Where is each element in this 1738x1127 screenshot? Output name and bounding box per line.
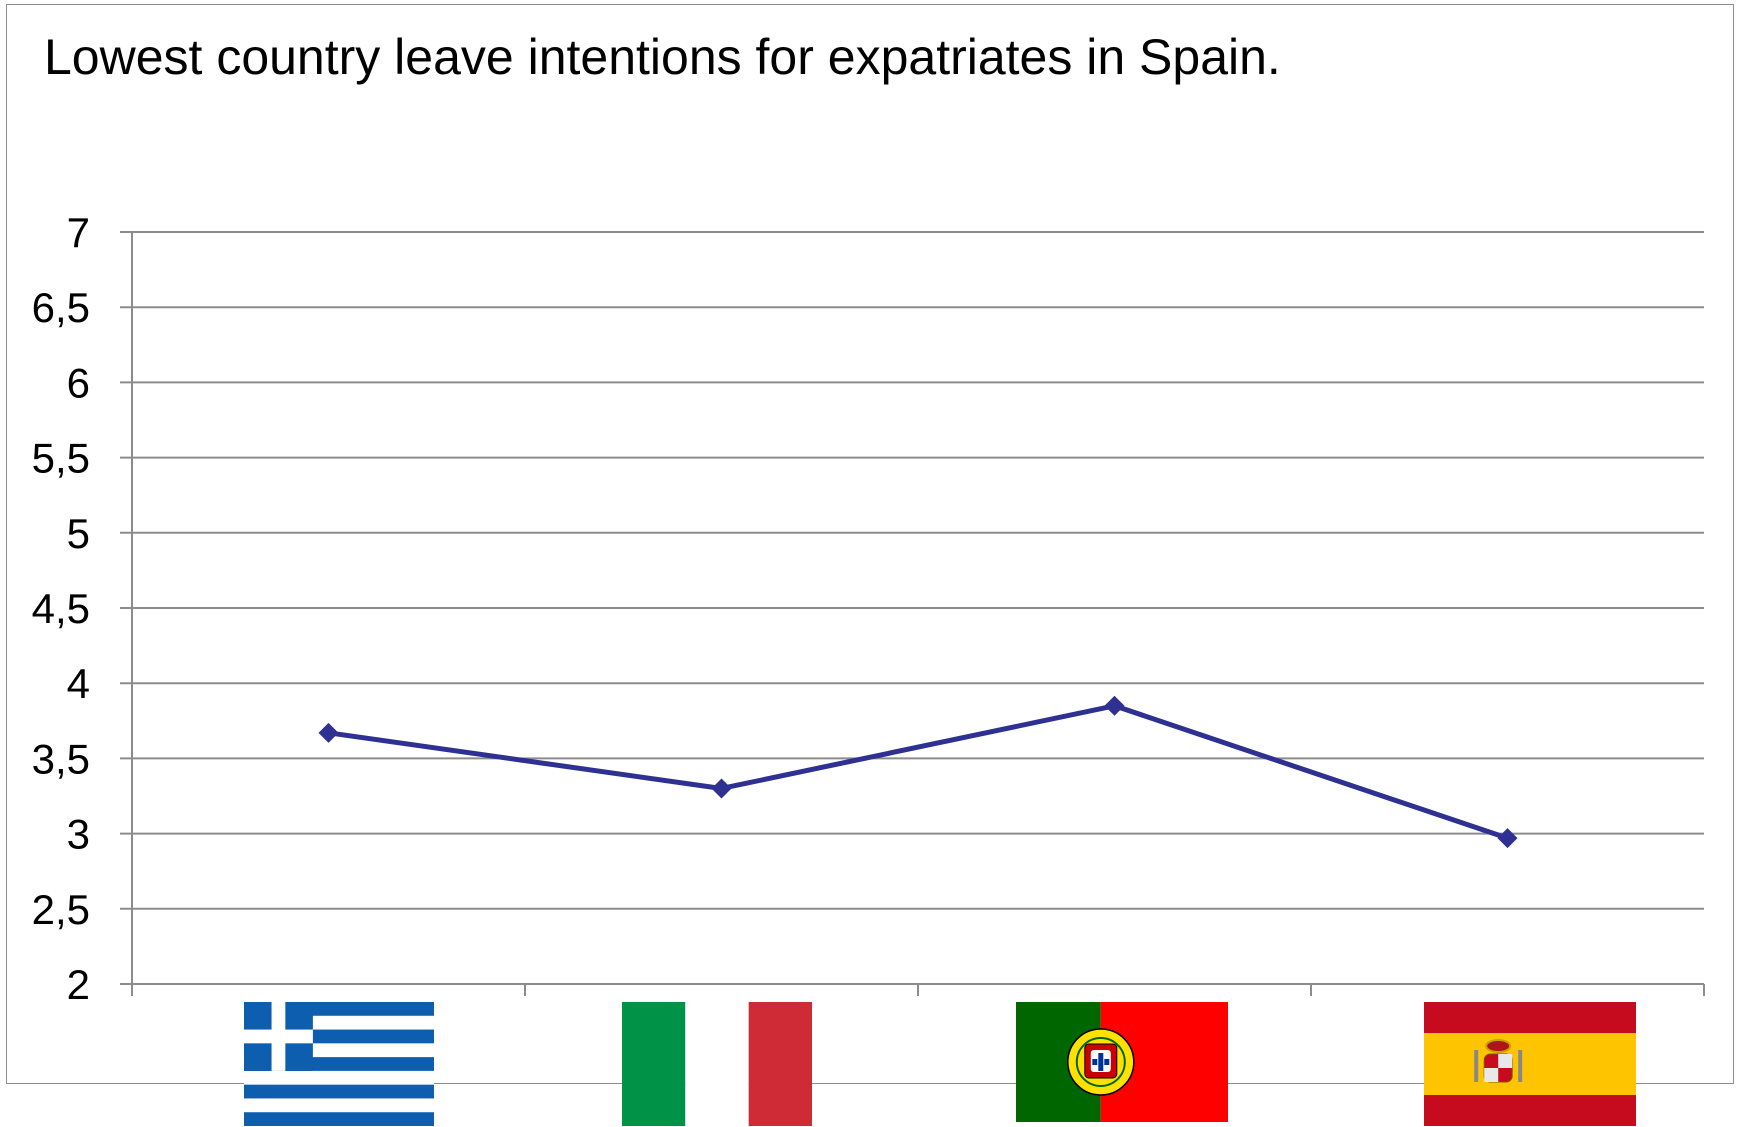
y-tick-labels: 2 2,5 3 3,5 4 4,5 5 5,5 6 6,5 7 (32, 209, 90, 1008)
data-point-marker (1104, 695, 1125, 716)
chart-frame (6, 4, 1734, 1084)
y-tick-label: 2 (67, 961, 90, 1008)
y-tick-label: 4 (67, 660, 90, 707)
y-tick-label: 4,5 (32, 585, 90, 632)
data-point-marker (318, 722, 339, 743)
y-tick-label: 7 (67, 209, 90, 256)
portugal-flag-icon (1016, 1002, 1228, 1122)
chart-title: Lowest country leave intentions for expa… (44, 29, 1281, 85)
x-category-flags (244, 1002, 1636, 1126)
series-layer (318, 695, 1518, 849)
y-tick-label: 5 (67, 510, 90, 557)
greece-flag-icon (244, 1002, 434, 1126)
y-tick-label: 6,5 (32, 284, 90, 331)
y-tick-label: 5,5 (32, 435, 90, 482)
gridlines (120, 231, 1704, 985)
spain-flag-icon (1424, 1002, 1636, 1126)
series-line (328, 703, 1509, 841)
y-tick-label: 6 (67, 359, 90, 406)
y-tick-label: 3,5 (32, 735, 90, 782)
data-point-marker (1497, 828, 1518, 849)
y-tick-label: 2,5 (32, 886, 90, 933)
data-point-marker (711, 778, 732, 799)
y-tick-label: 3 (67, 811, 90, 858)
italy-flag-icon (622, 1002, 812, 1126)
axes (131, 232, 1705, 996)
